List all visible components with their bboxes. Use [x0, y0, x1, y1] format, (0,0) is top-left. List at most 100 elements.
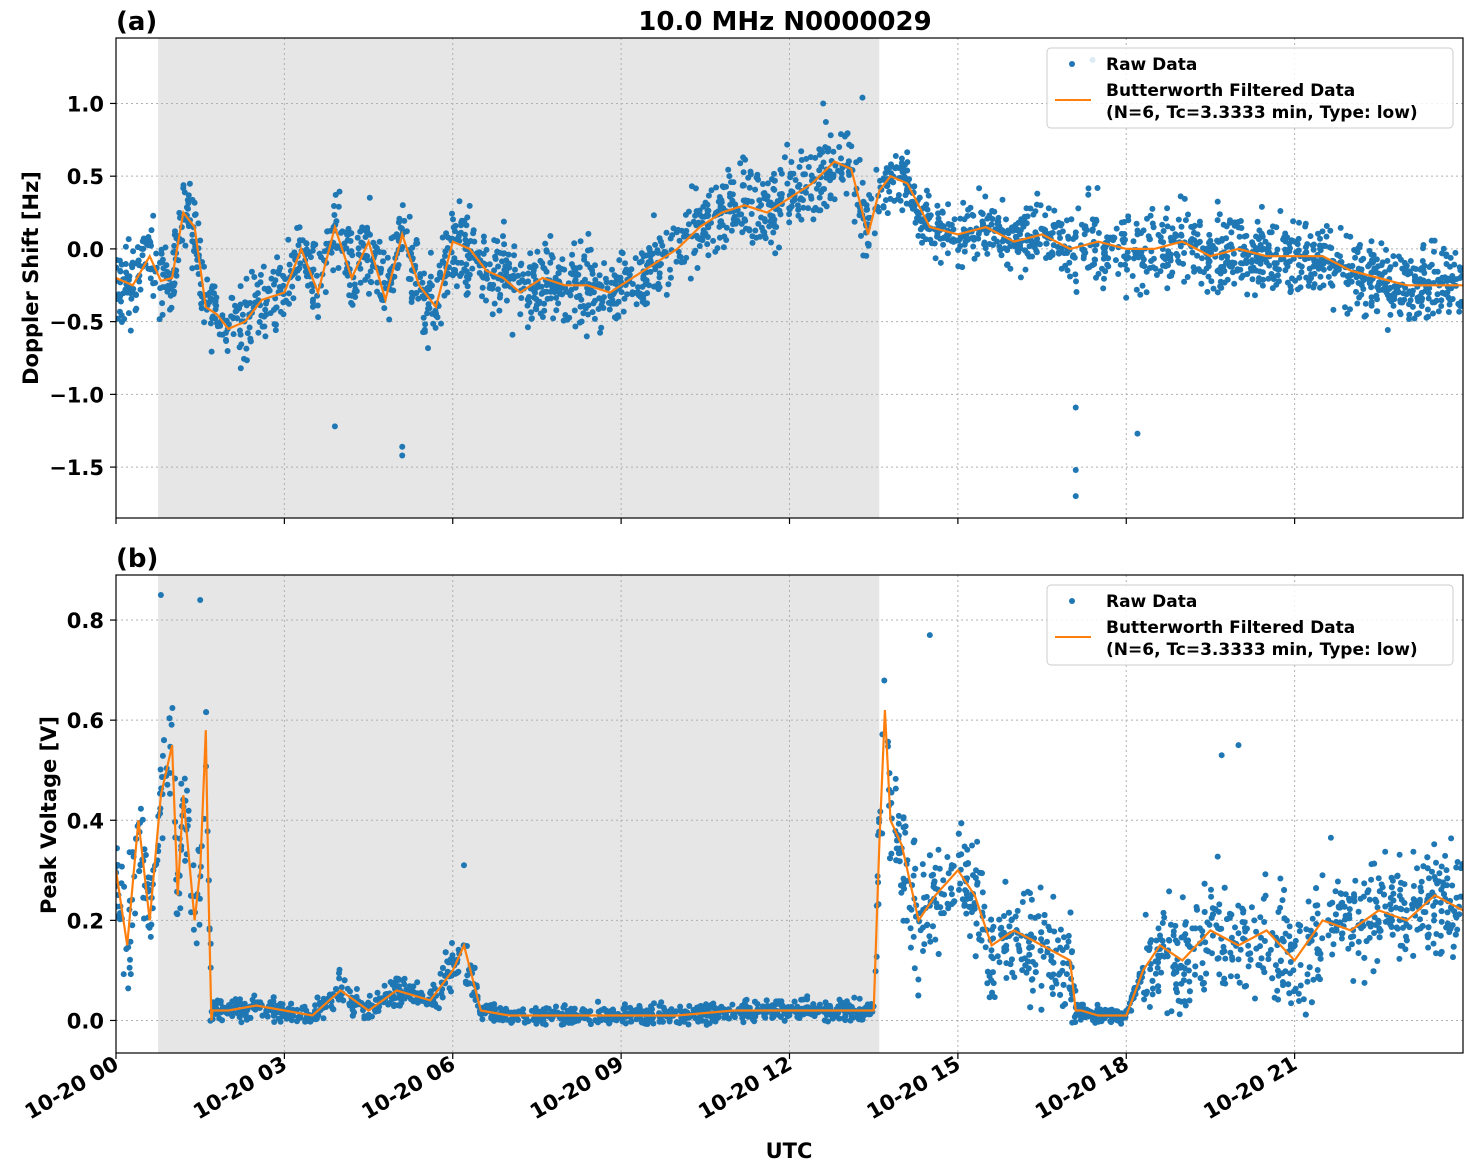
raw-data-point — [1174, 252, 1181, 259]
raw-data-point — [1208, 249, 1214, 256]
raw-data-point — [1387, 264, 1394, 271]
raw-data-point — [1051, 207, 1058, 214]
raw-data-point — [1444, 875, 1451, 882]
raw-data-point — [1342, 304, 1348, 311]
raw-data-point — [1219, 949, 1226, 956]
raw-data-point — [266, 287, 273, 294]
raw-data-point — [1197, 975, 1204, 982]
raw-data-point — [1118, 219, 1125, 226]
raw-data-point — [1170, 970, 1177, 977]
raw-data-point — [145, 265, 152, 272]
raw-data-point — [994, 953, 1001, 960]
raw-data-point — [609, 266, 615, 273]
raw-data-point — [1049, 991, 1056, 998]
raw-data-point — [436, 262, 443, 269]
raw-data-point — [1149, 977, 1156, 984]
raw-data-point — [1374, 958, 1381, 964]
raw-data-point — [1282, 246, 1289, 253]
raw-data-point — [990, 980, 997, 987]
raw-data-point — [420, 314, 427, 321]
raw-data-point — [491, 237, 498, 244]
raw-data-point — [159, 259, 166, 266]
raw-data-point — [771, 186, 778, 193]
raw-data-point — [1298, 263, 1305, 270]
raw-data-point — [1353, 274, 1360, 281]
raw-data-point — [636, 259, 643, 266]
raw-data-point — [1414, 865, 1420, 872]
raw-data-point — [667, 274, 674, 281]
raw-data-point — [704, 207, 711, 214]
raw-data-point — [162, 244, 169, 251]
raw-data-point — [1317, 273, 1324, 280]
raw-data-point — [1388, 874, 1395, 881]
raw-data-outlier — [1072, 493, 1079, 500]
raw-data-point — [331, 212, 338, 218]
raw-data-point — [425, 345, 431, 352]
raw-data-point — [1015, 243, 1022, 250]
raw-data-point — [1123, 255, 1130, 262]
raw-data-point — [1244, 291, 1251, 298]
raw-data-point — [1425, 313, 1432, 320]
raw-data-point — [696, 243, 703, 249]
raw-data-point — [1320, 260, 1327, 267]
raw-data-point — [303, 240, 310, 247]
raw-data-point — [492, 256, 499, 262]
raw-data-point — [305, 282, 311, 289]
raw-data-point — [125, 310, 132, 317]
raw-data-point — [973, 920, 980, 927]
raw-data-point — [910, 183, 917, 190]
raw-data-point — [1063, 971, 1070, 978]
raw-data-point — [1358, 266, 1365, 273]
raw-data-point — [1164, 1010, 1171, 1017]
raw-data-point — [366, 194, 373, 201]
raw-data-point — [1069, 948, 1075, 955]
raw-data-point — [898, 160, 905, 167]
raw-data-point — [512, 266, 518, 273]
raw-data-point — [491, 300, 498, 307]
raw-data-point — [720, 184, 727, 191]
raw-data-point — [663, 291, 670, 298]
raw-data-point — [313, 272, 320, 279]
raw-data-point — [169, 705, 176, 711]
raw-data-point — [390, 233, 397, 240]
raw-data-points — [116, 56, 1463, 500]
raw-data-point — [1309, 915, 1316, 922]
raw-data-point — [1160, 909, 1167, 916]
raw-data-point — [258, 312, 265, 319]
raw-data-point — [133, 305, 140, 312]
raw-data-point — [976, 185, 983, 192]
raw-data-point — [208, 285, 215, 292]
raw-data-point — [299, 1004, 306, 1011]
raw-data-point — [598, 324, 605, 331]
raw-data-point — [1254, 218, 1261, 225]
raw-data-point — [198, 305, 205, 312]
raw-data-point — [988, 221, 995, 228]
raw-data-point — [338, 984, 345, 991]
raw-data-point — [620, 308, 627, 315]
raw-data-point — [1456, 308, 1463, 315]
raw-data-point — [731, 213, 738, 220]
raw-data-point — [1280, 236, 1287, 243]
raw-data-point — [312, 1002, 319, 1009]
raw-data-point — [959, 264, 966, 271]
raw-data-point — [309, 288, 316, 295]
raw-data-point — [117, 916, 123, 923]
raw-data-point — [1238, 260, 1244, 267]
raw-data-point — [117, 292, 124, 299]
raw-data-point — [1032, 229, 1039, 236]
raw-data-point — [374, 279, 381, 286]
raw-data-point — [348, 230, 355, 237]
raw-data-point — [496, 307, 503, 314]
raw-data-point — [742, 217, 749, 224]
raw-data-point — [560, 1021, 567, 1027]
raw-data-point — [830, 148, 837, 155]
raw-data-point — [1022, 266, 1029, 273]
raw-data-point — [988, 916, 995, 923]
raw-data-point — [856, 156, 863, 163]
raw-data-point — [761, 216, 768, 223]
raw-data-point — [348, 248, 355, 255]
raw-data-point — [527, 250, 534, 257]
raw-data-point — [116, 903, 120, 910]
raw-data-point — [1238, 274, 1245, 281]
raw-data-point — [1323, 233, 1330, 240]
